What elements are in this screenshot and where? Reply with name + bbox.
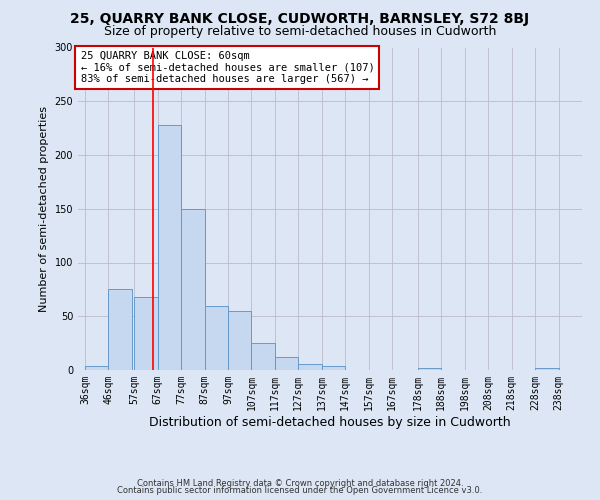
Bar	[251, 343, 275, 370]
Text: Size of property relative to semi-detached houses in Cudworth: Size of property relative to semi-detach…	[104, 25, 496, 38]
Bar	[228, 311, 251, 370]
Bar	[85, 366, 109, 370]
Bar	[181, 209, 205, 370]
Bar	[158, 125, 181, 370]
Bar	[205, 306, 228, 370]
Text: Contains public sector information licensed under the Open Government Licence v3: Contains public sector information licen…	[118, 486, 482, 495]
Y-axis label: Number of semi-detached properties: Number of semi-detached properties	[39, 106, 49, 312]
Bar	[535, 368, 559, 370]
X-axis label: Distribution of semi-detached houses by size in Cudworth: Distribution of semi-detached houses by …	[149, 416, 511, 428]
Text: 25, QUARRY BANK CLOSE, CUDWORTH, BARNSLEY, S72 8BJ: 25, QUARRY BANK CLOSE, CUDWORTH, BARNSLE…	[70, 12, 530, 26]
Bar	[322, 366, 345, 370]
Bar	[275, 357, 298, 370]
Bar	[109, 290, 132, 370]
Text: 25 QUARRY BANK CLOSE: 60sqm
← 16% of semi-detached houses are smaller (107)
83% : 25 QUARRY BANK CLOSE: 60sqm ← 16% of sem…	[80, 50, 374, 84]
Bar	[418, 368, 442, 370]
Bar	[134, 297, 158, 370]
Bar	[298, 364, 322, 370]
Text: Contains HM Land Registry data © Crown copyright and database right 2024.: Contains HM Land Registry data © Crown c…	[137, 478, 463, 488]
